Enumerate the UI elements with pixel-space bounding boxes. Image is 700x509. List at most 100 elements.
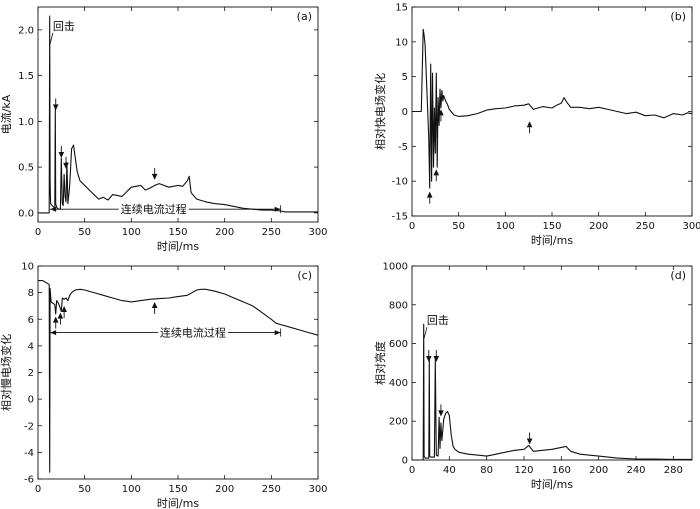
y-tick-label: 0.5 xyxy=(18,163,34,174)
span-label: 连续电流过程 xyxy=(160,326,226,340)
x-axis-label: 时间/ms xyxy=(157,497,199,509)
span-label-bg xyxy=(118,202,189,217)
y-tick-label: 0.0 xyxy=(18,208,34,219)
x-tick-label: 100 xyxy=(122,484,141,495)
event-arrow-head xyxy=(52,316,59,323)
event-arrow-head xyxy=(526,438,533,445)
x-axis-label: 时间/ms xyxy=(157,240,199,253)
y-tick-label: 200 xyxy=(389,417,408,428)
x-tick-label: 100 xyxy=(496,221,515,232)
panel-label: (c) xyxy=(297,269,312,282)
x-tick-label: 300 xyxy=(308,227,327,238)
x-tick-label: 250 xyxy=(636,221,655,232)
return-stroke-label: 回击 xyxy=(53,20,75,33)
y-tick-label: -4 xyxy=(24,448,34,459)
span-label-bg xyxy=(157,325,228,340)
y-tick-label: 15 xyxy=(395,3,408,14)
event-arrow-head xyxy=(426,356,432,363)
x-tick-label: 50 xyxy=(452,221,465,232)
y-tick-label: 8 xyxy=(28,288,34,299)
event-arrow-head xyxy=(58,151,65,158)
y-tick-label: 5 xyxy=(402,72,408,83)
panel-b: 0 50 100 150 200 250 300 -15 -10 -5 0 5 10 15 时间/ms 相对快… xyxy=(373,3,700,248)
y-tick-label: 4 xyxy=(28,341,34,352)
x-tick-label: 160 xyxy=(552,465,571,476)
span-arrowhead-right xyxy=(274,206,281,212)
return-stroke-leader xyxy=(49,32,54,44)
y-axis-label: 相对快电场变化 xyxy=(373,73,387,150)
x-tick-label: 0 xyxy=(35,227,41,238)
y-tick-label: -5 xyxy=(398,142,408,153)
x-axis-label: 时间/ms xyxy=(531,234,573,247)
x-tick-label: 150 xyxy=(168,227,187,238)
event-arrow-head xyxy=(438,109,444,116)
y-axis-label: 电流/kA xyxy=(0,94,13,134)
x-tick-label: 40 xyxy=(443,465,456,476)
span-arrowhead-left xyxy=(50,206,57,212)
return-stroke-label: 回击 xyxy=(427,314,449,327)
y-tick-label: 6 xyxy=(28,315,34,326)
y-tick-label: 0 xyxy=(28,395,34,406)
y-tick-label: 400 xyxy=(389,378,408,389)
x-tick-label: 250 xyxy=(262,484,281,495)
return-stroke-leader xyxy=(423,327,428,339)
x-axis-label: 时间/ms xyxy=(531,478,573,491)
x-tick-label: 200 xyxy=(589,221,608,232)
y-tick-label: -10 xyxy=(392,177,408,188)
span-label: 连续电流过程 xyxy=(121,202,187,216)
y-tick-label: 10 xyxy=(21,262,34,273)
y-tick-label: 2.0 xyxy=(18,25,34,36)
x-tick-label: 200 xyxy=(589,465,608,476)
y-tick-label: -15 xyxy=(392,212,408,223)
y-tick-label: 2 xyxy=(28,368,34,379)
panel-c: 0 50 100 150 200 250 300 -6 -4 -2 0 2 4 6 8 10 时间/ms 相对慢电… xyxy=(0,262,328,509)
y-tick-label: -6 xyxy=(24,475,34,486)
y-tick-label: 1000 xyxy=(383,262,408,273)
plot-frame xyxy=(411,6,693,217)
y-tick-label: 600 xyxy=(389,339,408,350)
event-arrow-head xyxy=(63,162,69,169)
y-tick-label: 10 xyxy=(395,37,408,48)
x-tick-label: 200 xyxy=(215,227,234,238)
span-arrowhead-right xyxy=(274,330,281,336)
event-arrow-head xyxy=(426,191,433,198)
span-arrowhead-left xyxy=(50,330,57,336)
y-tick-label: 800 xyxy=(389,300,408,311)
y-tick-label: -2 xyxy=(24,421,34,432)
x-tick-label: 150 xyxy=(168,484,187,495)
x-tick-label: 0 xyxy=(409,465,415,476)
plot-frame xyxy=(411,265,693,461)
x-tick-label: 300 xyxy=(682,221,700,232)
event-arrow-head xyxy=(52,104,59,111)
x-tick-label: 80 xyxy=(480,465,493,476)
y-axis-label: 相对慢电场变化 xyxy=(0,334,13,411)
x-tick-label: 200 xyxy=(215,484,234,495)
series-line xyxy=(412,323,692,461)
x-tick-label: 0 xyxy=(409,221,415,232)
x-tick-label: 50 xyxy=(78,484,91,495)
event-arrow-head xyxy=(433,356,440,363)
panel-label: (a) xyxy=(297,10,312,23)
event-arrow-head xyxy=(151,301,158,308)
series-line xyxy=(38,15,318,214)
x-tick-label: 280 xyxy=(664,465,683,476)
x-tick-label: 240 xyxy=(626,465,645,476)
plot-frame xyxy=(37,265,319,480)
event-arrow-head xyxy=(57,312,64,319)
x-tick-label: 0 xyxy=(35,484,41,495)
y-tick-label: 1.5 xyxy=(18,71,34,82)
y-tick-label: 1.0 xyxy=(18,117,34,128)
event-arrow-head xyxy=(438,410,444,417)
plot-frame xyxy=(37,6,319,223)
panel-label: (b) xyxy=(670,10,686,23)
panel-d: 0 40 80 120 160 200 240 280 0 200 400 600 800 1000 时间/… xyxy=(373,262,693,491)
x-tick-label: 150 xyxy=(542,221,561,232)
panel-label: (d) xyxy=(670,269,686,282)
series-line xyxy=(38,280,319,473)
x-tick-label: 300 xyxy=(308,484,327,495)
y-tick-label: 0 xyxy=(402,456,408,467)
event-arrow-head xyxy=(61,305,67,312)
event-arrow-head xyxy=(151,173,158,180)
x-tick-label: 120 xyxy=(514,465,533,476)
